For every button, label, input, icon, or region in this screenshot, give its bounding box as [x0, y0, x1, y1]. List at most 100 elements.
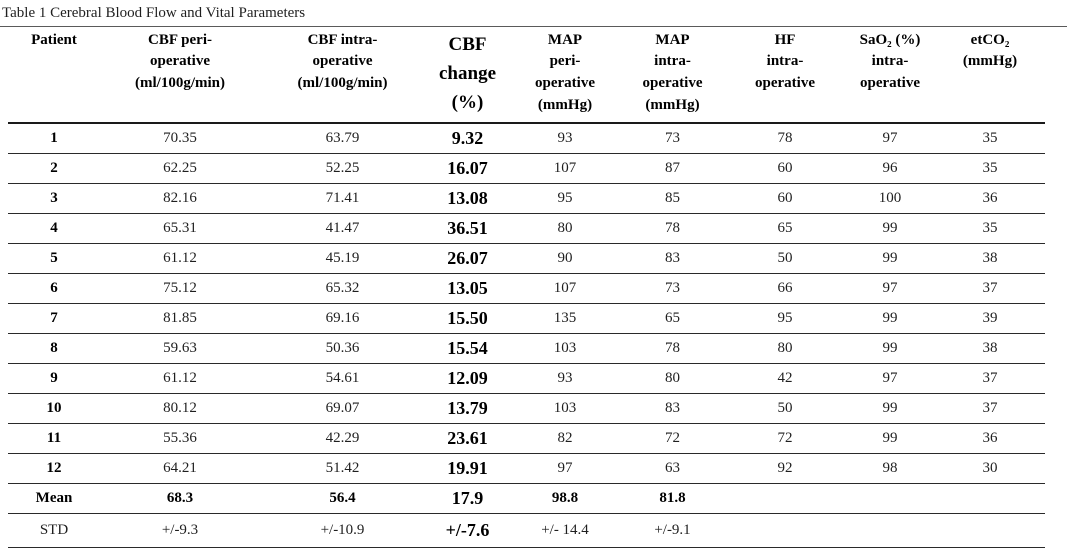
- cell-cbf_peri: 59.63: [100, 333, 260, 364]
- cell-patient: 3: [8, 183, 100, 214]
- table-row-7: 7 81.85 69.16 15.50 135 65 95 99 39: [8, 303, 1045, 334]
- cell-map_peri: 80: [510, 213, 620, 244]
- table-row-9: 9 61.12 54.61 12.09 93 80 42 97 37: [8, 363, 1045, 394]
- cell-map_peri: 107: [510, 273, 620, 304]
- cell-cbf_intra: 52.25: [260, 153, 425, 184]
- cell-cbf_peri: 61.12: [100, 243, 260, 274]
- cell-hf: [725, 483, 845, 514]
- cell-hf: [725, 513, 845, 548]
- cell-etco2: 36: [935, 423, 1045, 454]
- cell-sao2: [845, 513, 935, 548]
- cell-map_intra: 73: [620, 122, 725, 154]
- cell-map_peri: 90: [510, 243, 620, 274]
- cell-sao2: 100: [845, 183, 935, 214]
- table-row-5: 5 61.12 45.19 26.07 90 83 50 99 38: [8, 243, 1045, 274]
- cell-cbf_change: 15.54: [425, 333, 510, 364]
- cell-hf: 72: [725, 423, 845, 454]
- cell-map_peri: 103: [510, 333, 620, 364]
- column-header-hf: HF intra- operative: [725, 26, 845, 124]
- cell-map_intra: 83: [620, 243, 725, 274]
- column-header-map_intra: MAP intra- operative (mmHg): [620, 26, 725, 124]
- cell-patient: 8: [8, 333, 100, 364]
- cell-hf: 80: [725, 333, 845, 364]
- table-row-10: 10 80.12 69.07 13.79 103 83 50 99 37: [8, 393, 1045, 424]
- cell-cbf_intra: 54.61: [260, 363, 425, 394]
- cell-etco2: [935, 513, 1045, 548]
- cell-sao2: 99: [845, 303, 935, 334]
- cell-etco2: 30: [935, 453, 1045, 484]
- cell-patient: 6: [8, 273, 100, 304]
- cell-sao2: 97: [845, 122, 935, 154]
- cell-cbf_change: 15.50: [425, 303, 510, 334]
- cell-cbf_peri: 64.21: [100, 453, 260, 484]
- header-row: Patient CBF peri- operative (ml/100g/min)…: [8, 26, 1045, 124]
- cell-hf: 60: [725, 153, 845, 184]
- cell-cbf_peri: +/-9.3: [100, 513, 260, 548]
- cell-cbf_intra: 50.36: [260, 333, 425, 364]
- table-row-mean: Mean 68.3 56.4 17.9 98.8 81.8: [8, 483, 1045, 514]
- cell-map_peri: 98.8: [510, 483, 620, 514]
- cell-etco2: 37: [935, 273, 1045, 304]
- cell-hf: 95: [725, 303, 845, 334]
- cell-cbf_peri: 68.3: [100, 483, 260, 514]
- cell-cbf_peri: 81.85: [100, 303, 260, 334]
- cell-hf: 92: [725, 453, 845, 484]
- column-header-patient: Patient: [8, 26, 100, 124]
- cell-cbf_peri: 82.16: [100, 183, 260, 214]
- cell-map_intra: 65: [620, 303, 725, 334]
- cell-cbf_peri: 65.31: [100, 213, 260, 244]
- cell-sao2: 99: [845, 333, 935, 364]
- cell-cbf_change: 13.05: [425, 273, 510, 304]
- table-row-8: 8 59.63 50.36 15.54 103 78 80 99 38: [8, 333, 1045, 364]
- cell-cbf_change: 17.9: [425, 483, 510, 514]
- cell-sao2: 99: [845, 213, 935, 244]
- cell-cbf_change: 36.51: [425, 213, 510, 244]
- cell-patient: 2: [8, 153, 100, 184]
- cell-map_peri: 93: [510, 122, 620, 154]
- cell-cbf_change: 16.07: [425, 153, 510, 184]
- cell-map_peri: 103: [510, 393, 620, 424]
- table-row-1: 1 70.35 63.79 9.32 93 73 78 97 35: [8, 122, 1045, 154]
- cell-sao2: 97: [845, 363, 935, 394]
- cell-sao2: 97: [845, 273, 935, 304]
- cell-sao2: 96: [845, 153, 935, 184]
- column-header-cbf_peri: CBF peri- operative (ml/100g/min): [100, 26, 260, 124]
- cell-cbf_intra: 69.16: [260, 303, 425, 334]
- cell-sao2: 99: [845, 423, 935, 454]
- cell-cbf_intra: 45.19: [260, 243, 425, 274]
- cell-cbf_change: 12.09: [425, 363, 510, 394]
- cell-cbf_change: 19.91: [425, 453, 510, 484]
- cell-sao2: [845, 483, 935, 514]
- column-header-cbf_intra: CBF intra- operative (ml/100g/min): [260, 26, 425, 124]
- cell-etco2: 38: [935, 333, 1045, 364]
- cell-map_peri: 97: [510, 453, 620, 484]
- cell-sao2: 99: [845, 393, 935, 424]
- cell-patient: 5: [8, 243, 100, 274]
- data-table: Patient CBF peri- operative (ml/100g/min)…: [8, 26, 1045, 548]
- cell-map_intra: 63: [620, 453, 725, 484]
- cell-hf: 42: [725, 363, 845, 394]
- cell-cbf_intra: 56.4: [260, 483, 425, 514]
- cell-cbf_intra: 65.32: [260, 273, 425, 304]
- cell-map_intra: 81.8: [620, 483, 725, 514]
- table-body: 1 70.35 63.79 9.32 93 73 78 97 35 2 62.25 52.25 16.0…: [8, 122, 1045, 548]
- cell-map_intra: 78: [620, 333, 725, 364]
- table-row-6: 6 75.12 65.32 13.05 107 73 66 97 37: [8, 273, 1045, 304]
- cell-etco2: 35: [935, 213, 1045, 244]
- cell-patient: Mean: [8, 483, 100, 514]
- cell-map_intra: 83: [620, 393, 725, 424]
- cell-patient: 12: [8, 453, 100, 484]
- cell-map_intra: 78: [620, 213, 725, 244]
- cell-map_peri: 95: [510, 183, 620, 214]
- cell-patient: 4: [8, 213, 100, 244]
- cell-patient: 7: [8, 303, 100, 334]
- cell-cbf_intra: 51.42: [260, 453, 425, 484]
- cell-etco2: [935, 483, 1045, 514]
- cell-etco2: 35: [935, 122, 1045, 154]
- cell-sao2: 99: [845, 243, 935, 274]
- cell-etco2: 38: [935, 243, 1045, 274]
- cell-cbf_intra: 42.29: [260, 423, 425, 454]
- cell-cbf_intra: 69.07: [260, 393, 425, 424]
- cell-map_intra: 87: [620, 153, 725, 184]
- table-row-2: 2 62.25 52.25 16.07 107 87 60 96 35: [8, 153, 1045, 184]
